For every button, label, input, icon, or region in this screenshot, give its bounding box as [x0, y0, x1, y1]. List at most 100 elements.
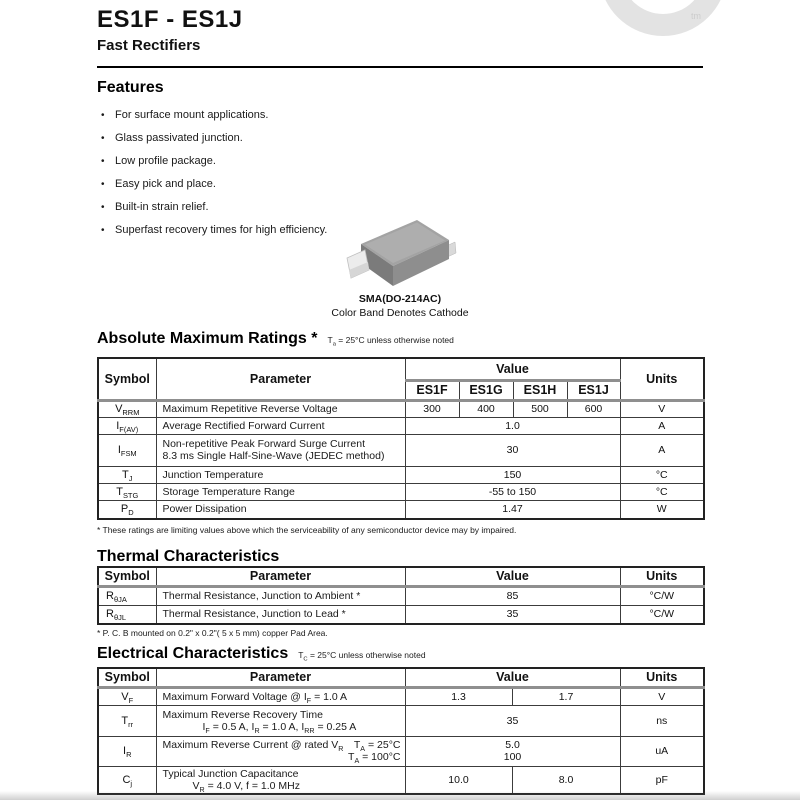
symbol-cell: VRRM — [97, 399, 157, 418]
col-header-units: Units — [619, 667, 705, 689]
value-cell: 600 — [566, 399, 621, 418]
parameter-text: Maximum Reverse Current @ rated VR — [162, 739, 344, 754]
symbol-cell: IR — [97, 735, 157, 767]
absolute-maximum-ratings-table: Symbol Parameter Value Units ES1F ES1G E… — [97, 357, 705, 520]
bullet-icon: • — [101, 225, 105, 236]
parameter-line1: Non-repetitive Peak Forward Surge Curren… — [162, 438, 366, 450]
value-cell: 8.0 — [511, 765, 621, 794]
feature-item: • Low profile package. — [97, 150, 327, 173]
symbol-cell: IF(AV) — [97, 416, 157, 435]
parameter-line2: IF = 0.5 A, IR = 1.0 A, IRR = 0.25 A — [202, 720, 357, 735]
package-caption: Color Band Denotes Cathode — [331, 307, 469, 319]
parameter-cell: Maximum Reverse Recovery Time IF = 0.5 A… — [155, 704, 406, 737]
brand-logo-tm: tm — [691, 11, 701, 21]
value-cell: 1.7 — [511, 686, 621, 706]
abs-max-heading: Absolute Maximum Ratings * Ta = 25°C unle… — [97, 330, 454, 348]
abs-max-heading-text: Absolute Maximum Ratings * — [97, 330, 318, 347]
value-cell: 400 — [458, 399, 514, 418]
electrical-heading-text: Electrical Characteristics — [97, 645, 289, 662]
units-cell: °C/W — [619, 604, 705, 625]
part-header: ES1F — [404, 379, 460, 402]
col-header-symbol: Symbol — [97, 566, 157, 588]
feature-text: Glass passivated junction. — [115, 132, 243, 144]
table-row: IFSM Non-repetitive Peak Forward Surge C… — [97, 433, 705, 467]
header-divider — [97, 66, 703, 68]
symbol-cell: TJ — [97, 465, 157, 484]
value-cell: 1.47 — [404, 499, 621, 520]
table-row: RθJA Thermal Resistance, Junction to Amb… — [97, 585, 705, 606]
units-cell: A — [619, 433, 705, 467]
feature-text: Built-in strain relief. — [115, 201, 209, 213]
package-name: SMA(DO-214AC) — [358, 293, 442, 305]
table-row: IF(AV) Average Rectified Forward Current… — [97, 416, 705, 435]
feature-text: Superfast recovery times for high effici… — [115, 224, 328, 236]
parameter-line1: Maximum Reverse Current @ rated VR TA = … — [162, 739, 401, 754]
bullet-icon: • — [101, 179, 105, 190]
units-cell: ns — [619, 704, 705, 737]
value-cell: 35 — [404, 604, 621, 625]
col-header-units: Units — [619, 566, 705, 588]
value-cell: 5.0 100 — [404, 735, 621, 767]
bullet-icon: • — [101, 156, 105, 167]
value-line2: 100 — [503, 751, 522, 763]
value-cell: 1.0 — [404, 416, 621, 435]
col-header-value: Value — [404, 566, 621, 588]
parameter-line2: 8.3 ms Single Half-Sine-Wave (JEDEC meth… — [162, 450, 385, 462]
page-edge-shadow — [0, 791, 800, 800]
parameter-line1: Typical Junction Capacitance — [162, 767, 299, 780]
part-header: ES1G — [458, 379, 514, 402]
parameter-cell: Maximum Forward Voltage @ IF = 1.0 A — [155, 686, 406, 706]
table-row: RθJL Thermal Resistance, Junction to Lea… — [97, 604, 705, 625]
value-cell: 35 — [404, 704, 621, 737]
parameter-cell: Maximum Repetitive Reverse Voltage — [155, 399, 406, 418]
feature-item: • For surface mount applications. — [97, 104, 327, 127]
value-cell: 300 — [404, 399, 460, 418]
package-image — [346, 220, 457, 286]
value-cell: 10.0 — [404, 765, 513, 794]
feature-text: For surface mount applications. — [115, 109, 269, 121]
feature-item: • Easy pick and place. — [97, 173, 327, 196]
col-header-parameter: Parameter — [155, 566, 406, 588]
electrical-note: TC = 25°C unless otherwise noted — [298, 650, 426, 663]
symbol-cell: RθJL — [97, 604, 157, 625]
value-cell: 150 — [404, 465, 621, 484]
units-cell: °C — [619, 465, 705, 484]
col-header-parameter: Parameter — [155, 357, 406, 402]
symbol-cell: RθJA — [97, 585, 157, 606]
col-header-value: Value — [404, 357, 621, 382]
features-list: • For surface mount applications. • Glass … — [97, 104, 327, 242]
parameter-cell: Non-repetitive Peak Forward Surge Curren… — [155, 433, 406, 467]
table-row: VRRM Maximum Repetitive Reverse Voltage … — [97, 399, 705, 418]
value-cell: -55 to 150 — [404, 482, 621, 501]
thermal-footnote: * P. C. B mounted on 0.2" x 0.2"( 5 x 5 … — [97, 628, 328, 638]
symbol-cell: VF — [97, 686, 157, 706]
table-row: TJ Junction Temperature 150 °C — [97, 465, 705, 484]
parameter-line2: TA = 100°C — [348, 751, 401, 766]
table-row: Cj Typical Junction Capacitance VR = 4.0… — [97, 765, 705, 794]
units-cell: pF — [619, 765, 705, 794]
parameter-cell: Thermal Resistance, Junction to Ambient … — [155, 585, 406, 606]
table-row: TSTG Storage Temperature Range -55 to 15… — [97, 482, 705, 501]
electrical-characteristics-table: Symbol Parameter Value Units VF Maximum … — [97, 667, 705, 795]
doc-title: ES1F - ES1J — [97, 6, 243, 33]
value-cell: 85 — [404, 585, 621, 606]
value-line1: 5.0 — [505, 739, 520, 751]
table-row: PD Power Dissipation 1.47 W — [97, 499, 705, 520]
symbol-cell: TSTG — [97, 482, 157, 501]
feature-text: Low profile package. — [115, 155, 216, 167]
parameter-cell: Junction Temperature — [155, 465, 406, 484]
parameter-cell: Average Rectified Forward Current — [155, 416, 406, 435]
parameter-cell: Thermal Resistance, Junction to Lead * — [155, 604, 406, 625]
units-cell: A — [619, 416, 705, 435]
brand-logo-ring — [599, 0, 727, 36]
parameter-cell: Maximum Reverse Current @ rated VR TA = … — [155, 735, 406, 767]
units-cell: V — [619, 399, 705, 418]
value-cell: 1.3 — [404, 686, 513, 706]
thermal-characteristics-table: Symbol Parameter Value Units RθJA Therma… — [97, 566, 705, 625]
part-header: ES1J — [566, 379, 621, 402]
value-cell: 500 — [512, 399, 568, 418]
part-header: ES1H — [512, 379, 568, 402]
parameter-cell: Storage Temperature Range — [155, 482, 406, 501]
thermal-heading: Thermal Characteristics — [97, 548, 280, 565]
table-row: VF Maximum Forward Voltage @ IF = 1.0 A … — [97, 686, 705, 706]
